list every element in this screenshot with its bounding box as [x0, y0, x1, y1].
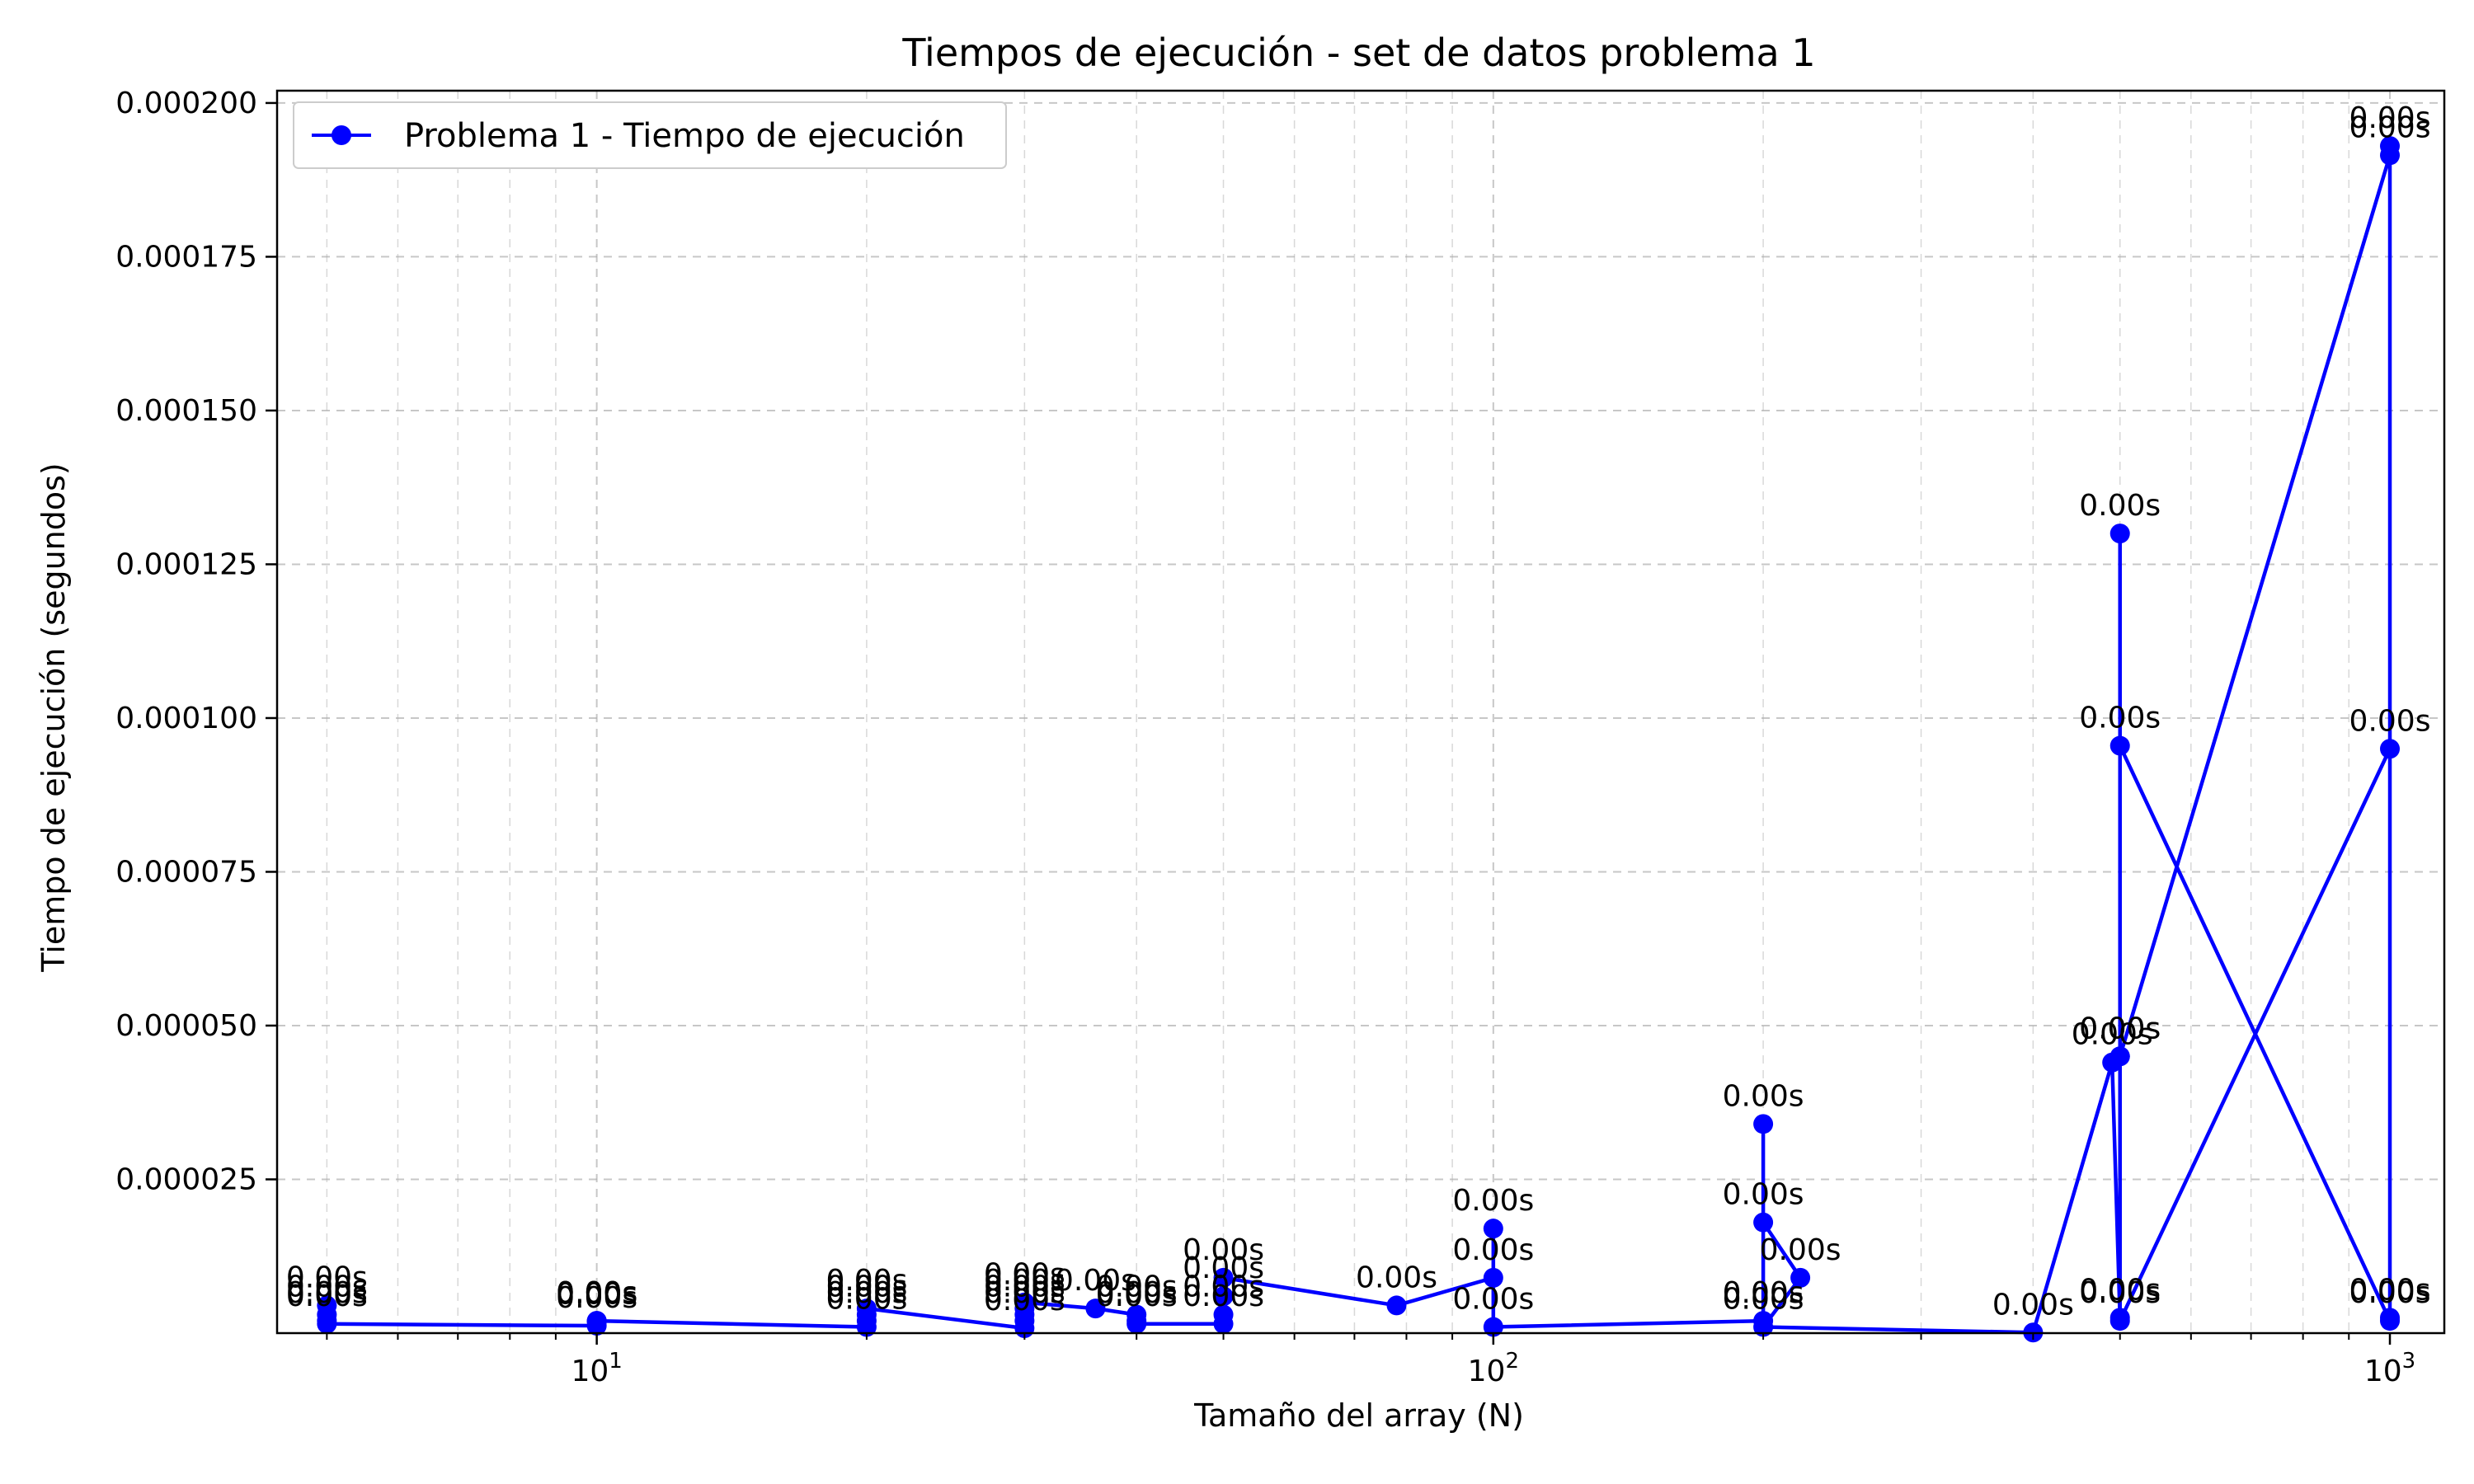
- data-label: 0.00s: [1183, 1252, 1264, 1285]
- data-label: 0.00s: [1356, 1261, 1437, 1294]
- data-label: 0.00s: [2349, 704, 2431, 738]
- data-point: [1085, 1298, 1106, 1319]
- legend-entry: Problema 1 - Tiempo de ejecución: [404, 117, 965, 155]
- data-point: [2380, 136, 2401, 157]
- data-label: 0.00s: [984, 1270, 1065, 1304]
- series-layer: [317, 136, 2401, 1343]
- data-label: 0.00s: [825, 1276, 907, 1310]
- x-tick-label: 101: [571, 1349, 622, 1388]
- data-label: 0.00s: [556, 1276, 637, 1310]
- data-label: 0.00s: [1183, 1233, 1264, 1267]
- axes: 101 102 103 0.000025 0.000050 0.000075 0.00010…: [115, 87, 2415, 1388]
- data-point: [1483, 1317, 1503, 1337]
- data-label: 0.00s: [556, 1276, 637, 1310]
- data-label: 0.00s: [2349, 110, 2431, 144]
- data-label: 0.00s: [1452, 1283, 1534, 1317]
- chart-title: Tiempos de ejecución - set de datos prob…: [901, 31, 1815, 75]
- data-point: [1790, 1267, 1811, 1288]
- data-point: [1483, 1267, 1503, 1288]
- data-label: 0.00s: [2079, 702, 2161, 735]
- data-label: 0.00s: [556, 1278, 637, 1312]
- data-label: 0.00s: [1183, 1280, 1264, 1313]
- y-tick-label: 0.000150: [115, 394, 257, 428]
- y-tick-label: 0.000075: [115, 855, 257, 889]
- data-point: [1126, 1313, 1147, 1334]
- data-label: 0.00s: [1096, 1280, 1178, 1313]
- data-label: 0.00s: [1760, 1233, 1841, 1267]
- data-label: 0.00s: [1992, 1288, 2074, 1322]
- data-point: [317, 1313, 337, 1334]
- data-label: 0.00s: [556, 1281, 637, 1315]
- data-label: 0.00s: [286, 1280, 368, 1313]
- data-label: 0.00s: [286, 1276, 368, 1310]
- data-label: 0.00s: [286, 1261, 368, 1294]
- data-label: 0.00s: [2079, 489, 2161, 523]
- y-axis-label: Tiempo de ejecución (segundos): [35, 463, 72, 972]
- data-label: 0.00s: [2079, 1273, 2161, 1307]
- data-point: [2380, 1308, 2401, 1328]
- y-tick-label: 0.000125: [115, 547, 257, 581]
- data-label: 0.00s: [2072, 1018, 2153, 1052]
- data-point: [1753, 1114, 1774, 1134]
- y-tick-label: 0.000025: [115, 1162, 257, 1196]
- data-label: 0.00s: [2079, 1012, 2161, 1045]
- data-label: 0.00s: [1096, 1276, 1178, 1310]
- data-label: 0.00s: [2349, 1273, 2431, 1307]
- data-label: 0.00s: [1096, 1270, 1178, 1304]
- y-tick-label: 0.000200: [115, 87, 257, 120]
- data-label: 0.00s: [286, 1270, 368, 1304]
- data-point: [856, 1298, 877, 1319]
- y-tick-label: 0.000050: [115, 1009, 257, 1043]
- data-point: [1014, 1292, 1035, 1313]
- data-point: [2109, 735, 2130, 756]
- data-label: 0.00s: [1183, 1270, 1264, 1304]
- legend-box: [293, 101, 1007, 169]
- data-label: 0.00s: [1723, 1283, 1804, 1317]
- x-tick-label: 102: [1468, 1349, 1519, 1388]
- data-label: 0.00s: [2349, 101, 2431, 135]
- data-label: 0.00s: [984, 1264, 1065, 1298]
- data-label: 0.00s: [825, 1264, 907, 1298]
- data-label: 0.00s: [984, 1258, 1065, 1292]
- data-label: 0.00s: [1723, 1178, 1804, 1212]
- data-label: 0.00s: [984, 1276, 1065, 1310]
- data-point: [586, 1311, 607, 1331]
- data-point: [1213, 1267, 1234, 1288]
- data-label: 0.00s: [825, 1283, 907, 1317]
- legend-marker-swatch: [332, 125, 351, 145]
- data-point: [1483, 1219, 1503, 1239]
- data-label: 0.00s: [1452, 1233, 1534, 1267]
- x-axis-label: Tamaño del array (N): [1193, 1397, 1524, 1434]
- data-label: 0.00s: [1723, 1276, 1804, 1310]
- data-label: 0.00s: [1055, 1264, 1136, 1298]
- data-point: [2109, 1311, 2130, 1331]
- y-tick-label: 0.000175: [115, 240, 257, 274]
- data-label: 0.00s: [825, 1270, 907, 1304]
- data-point: [2109, 1046, 2130, 1067]
- data-point: [2109, 524, 2130, 544]
- data-label: 0.00s: [2349, 1276, 2431, 1310]
- data-label: 0.00s: [2079, 1012, 2161, 1045]
- data-point: [1213, 1286, 1234, 1307]
- plot-frame: [275, 89, 2446, 1335]
- y-tick-label: 0.000100: [115, 702, 257, 735]
- x-tick-label: 103: [2364, 1349, 2415, 1388]
- data-label: 0.00s: [1723, 1079, 1804, 1113]
- data-point: [1753, 1212, 1774, 1233]
- data-label: 0.00s: [984, 1284, 1065, 1317]
- data-point: [2380, 739, 2401, 759]
- data-label: 0.00s: [1452, 1184, 1534, 1218]
- data-label: 0.00s: [2079, 1276, 2161, 1310]
- data-point: [1386, 1295, 1407, 1316]
- data-point: [1753, 1317, 1774, 1337]
- legend: Problema 1 - Tiempo de ejecución: [293, 101, 1007, 169]
- grid: [277, 91, 2444, 1333]
- data-point: [1213, 1304, 1234, 1325]
